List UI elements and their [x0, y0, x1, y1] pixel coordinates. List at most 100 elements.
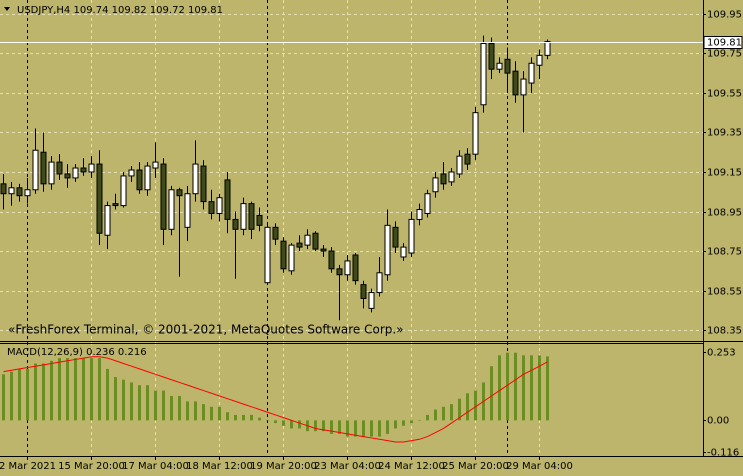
macd-bar — [282, 420, 285, 426]
macd-bar — [530, 355, 533, 421]
macd-bar — [386, 420, 389, 434]
candle-body — [320, 248, 327, 252]
x-tick-label: 17 Mar 04:00 — [122, 461, 189, 472]
candle-body — [480, 42, 487, 106]
candle-body — [280, 240, 287, 270]
macd-bar — [154, 390, 157, 421]
y-tick-label: -0.116 — [707, 448, 739, 459]
candle-body — [120, 175, 127, 207]
candle-body — [304, 234, 311, 246]
macd-bar — [410, 420, 413, 424]
candle-body — [272, 226, 279, 240]
candle-body — [200, 165, 207, 203]
macd-bar — [474, 390, 477, 421]
macd-bar — [2, 374, 5, 421]
macd-bar — [442, 406, 445, 421]
candle-body — [256, 214, 263, 226]
macd-bar — [114, 377, 117, 421]
candle-body — [0, 183, 7, 195]
candle-body — [464, 153, 471, 165]
candle-body — [96, 163, 103, 234]
macd-bar — [42, 363, 45, 421]
candle-body — [288, 244, 295, 272]
y-tick-label: 109.35 — [707, 128, 742, 139]
candle-body — [40, 151, 47, 185]
macd-bar — [122, 379, 125, 421]
macd-bar — [290, 420, 293, 429]
candle-body — [336, 268, 343, 276]
macd-bar — [274, 420, 277, 424]
candle-body — [544, 41, 551, 56]
macd-bar — [370, 420, 373, 437]
macd-bar — [186, 401, 189, 421]
candle-body — [408, 218, 415, 254]
candle-body — [536, 54, 543, 66]
macd-bar — [170, 395, 173, 421]
candle-body — [344, 260, 351, 276]
y-tick-label: 108.55 — [707, 287, 742, 298]
candle-body — [32, 149, 39, 191]
macd-bar — [514, 352, 517, 421]
macd-bar — [394, 420, 397, 429]
macd-bar — [418, 420, 421, 421]
macd-bar — [434, 409, 437, 421]
macd-bar — [82, 358, 85, 421]
macd-bar — [330, 420, 333, 434]
macd-bar — [50, 360, 53, 421]
x-tick-label: 23 Mar 04:00 — [314, 461, 381, 472]
macd-bar — [178, 395, 181, 421]
macd-bar — [546, 356, 549, 421]
macd-bar — [234, 414, 237, 421]
x-tick-label: 19 Mar 20:00 — [250, 461, 317, 472]
chart-title: USDJPY,H4 109.74 109.82 109.72 109.81 — [17, 5, 223, 16]
macd-bar — [298, 420, 301, 429]
macd-bar — [18, 368, 21, 421]
candle-body — [456, 155, 463, 175]
bid-label-box — [703, 36, 743, 49]
macd-bar — [322, 420, 325, 432]
macd-bar — [90, 358, 93, 421]
y-tick-label: 0.253 — [707, 348, 736, 359]
macd-bar — [130, 382, 133, 421]
macd-bar — [346, 420, 349, 437]
x-tick-label: 15 Mar 20:00 — [58, 461, 125, 472]
macd-bar — [58, 358, 61, 421]
candle-body — [424, 193, 431, 214]
macd-bar — [210, 406, 213, 421]
candle-body — [88, 163, 95, 173]
macd-bar — [426, 414, 429, 421]
macd-bar — [106, 368, 109, 421]
menu-arrow[interactable] — [4, 7, 10, 11]
candle-body — [448, 171, 455, 183]
candle-body — [432, 177, 439, 193]
bid-label: 109.81 — [707, 38, 742, 49]
macd-bar — [162, 390, 165, 421]
candle-body — [128, 169, 135, 177]
y-tick-label: 109.55 — [707, 89, 742, 100]
macd-bar — [538, 355, 541, 421]
candle-body — [512, 70, 519, 96]
candle-body — [488, 42, 495, 70]
candle-body — [368, 292, 375, 309]
y-tick-label: 108.95 — [707, 208, 742, 219]
macd-bar — [146, 385, 149, 421]
macd-bar — [498, 355, 501, 421]
macd-bar — [522, 355, 525, 421]
candle-body — [72, 167, 79, 179]
candle-body — [240, 203, 247, 230]
candle-body — [56, 161, 63, 175]
macd-bar — [66, 358, 69, 421]
indicator-title: MACD(12,26,9) 0.236 0.216 — [7, 347, 147, 358]
macd-bar — [258, 417, 261, 421]
macd-bar — [450, 404, 453, 421]
candle-body — [104, 205, 111, 236]
candle-body — [440, 173, 447, 185]
macd-bar — [402, 420, 405, 426]
candle-body — [64, 173, 71, 179]
candle-body — [472, 112, 479, 155]
macd-bar — [338, 420, 341, 434]
macd-bar — [466, 393, 469, 421]
macd-bar — [226, 412, 229, 421]
macd-bar — [250, 414, 253, 421]
